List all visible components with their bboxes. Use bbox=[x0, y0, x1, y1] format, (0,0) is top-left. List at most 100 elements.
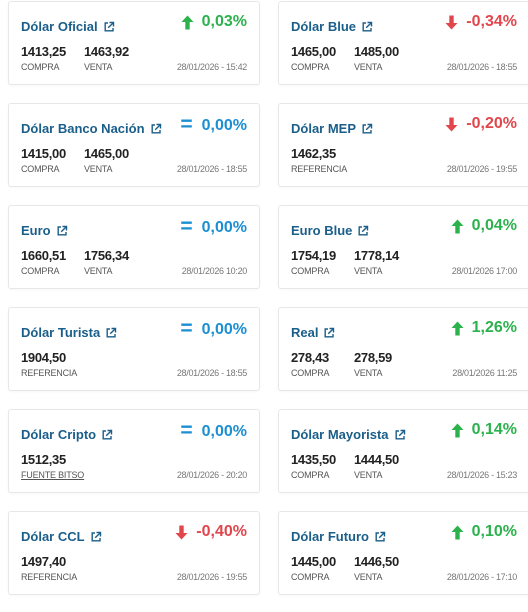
value-primary: 1435,50 bbox=[291, 452, 336, 467]
arrow-up-icon bbox=[451, 321, 464, 336]
change-percent: -0,40% bbox=[175, 523, 247, 541]
quote-title-link[interactable]: Euro bbox=[21, 223, 68, 238]
quote-title-link[interactable]: Dólar MEP bbox=[291, 121, 373, 136]
quote-title: Dólar Turista bbox=[21, 325, 101, 340]
change-value: 0,00% bbox=[201, 320, 247, 338]
quote-title: Euro bbox=[21, 223, 51, 238]
external-link-icon[interactable] bbox=[101, 429, 113, 441]
external-link-icon[interactable] bbox=[357, 225, 369, 237]
timestamp: 28/01/2026 - 15:42 bbox=[176, 62, 247, 72]
value-primary: 1413,25 bbox=[21, 44, 66, 59]
external-link-icon[interactable] bbox=[323, 327, 335, 339]
value-primary: 1904,50 bbox=[21, 350, 66, 365]
quote-card: Dólar Turista = 0,00% 1904,50 REFERENCIA 28/0… bbox=[8, 307, 260, 391]
arrow-down-icon bbox=[445, 117, 458, 132]
external-link-icon[interactable] bbox=[56, 225, 68, 237]
value-primary: 1462,35 bbox=[291, 146, 336, 161]
label-primary: COMPRA bbox=[291, 470, 330, 480]
external-link-icon[interactable] bbox=[361, 21, 373, 33]
external-link-icon[interactable] bbox=[103, 21, 115, 33]
label-secondary: VENTA bbox=[354, 368, 383, 378]
quote-card: Euro = 0,00% 1660,51 COMPRA 1756,34 VENTA 28/01… bbox=[8, 205, 260, 289]
quote-title-link[interactable]: Euro Blue bbox=[291, 223, 369, 238]
arrow-up-icon bbox=[451, 219, 464, 234]
quote-card: Dólar CCL -0,40% 1497,40 REFERENCIA 28/01/20… bbox=[8, 511, 260, 595]
change-percent: = 0,00% bbox=[180, 215, 247, 238]
label-primary: COMPRA bbox=[21, 266, 60, 276]
label-secondary: VENTA bbox=[354, 266, 383, 276]
change-percent: 0,14% bbox=[451, 421, 517, 439]
quote-title-link[interactable]: Dólar Banco Nación bbox=[21, 121, 162, 136]
arrow-up-icon bbox=[451, 525, 464, 540]
change-value: 0,00% bbox=[201, 422, 247, 440]
value-secondary: 1485,00 bbox=[354, 44, 399, 59]
quote-title-link[interactable]: Dólar Cripto bbox=[21, 427, 113, 442]
quote-title-link[interactable]: Dólar Oficial bbox=[21, 19, 115, 34]
change-percent: -0,34% bbox=[445, 13, 517, 31]
quote-title-link[interactable]: Dólar Mayorista bbox=[291, 427, 406, 442]
label-secondary: VENTA bbox=[354, 572, 383, 582]
timestamp: 28/01/2026 - 18:55 bbox=[446, 62, 517, 72]
timestamp: 28/01/2026 - 18:55 bbox=[176, 368, 247, 378]
quote-card: Euro Blue 0,04% 1754,19 COMPRA 1778,14 VENTA 2… bbox=[278, 205, 528, 289]
value-secondary: 1446,50 bbox=[354, 554, 399, 569]
external-link-icon[interactable] bbox=[361, 123, 373, 135]
change-percent: 0,03% bbox=[181, 13, 247, 31]
label-primary: COMPRA bbox=[291, 62, 330, 72]
external-link-icon[interactable] bbox=[90, 531, 102, 543]
timestamp: 28/01/2026 - 18:55 bbox=[176, 164, 247, 174]
quote-title: Dólar Mayorista bbox=[291, 427, 389, 442]
label-secondary: VENTA bbox=[84, 266, 113, 276]
value-secondary: 1444,50 bbox=[354, 452, 399, 467]
arrow-down-icon bbox=[175, 525, 188, 540]
value-primary: 1497,40 bbox=[21, 554, 66, 569]
equal-icon: = bbox=[180, 215, 193, 238]
external-link-icon[interactable] bbox=[394, 429, 406, 441]
quote-title-link[interactable]: Dólar Futuro bbox=[291, 529, 386, 544]
quote-title-link[interactable]: Dólar CCL bbox=[21, 529, 102, 544]
timestamp: 28/01/2026 - 19:55 bbox=[176, 572, 247, 582]
value-primary: 1754,19 bbox=[291, 248, 336, 263]
change-value: 0,00% bbox=[201, 116, 247, 134]
value-primary: 1465,00 bbox=[291, 44, 336, 59]
quote-card: Dólar Oficial 0,03% 1413,25 COMPRA 1463,92 VE… bbox=[8, 1, 260, 85]
change-value: -0,20% bbox=[466, 115, 517, 132]
label-primary: REFERENCIA bbox=[291, 164, 348, 174]
value-secondary: 1465,00 bbox=[84, 146, 129, 161]
value-secondary: 1756,34 bbox=[84, 248, 129, 263]
timestamp: 28/01/2026 - 19:55 bbox=[446, 164, 517, 174]
label-primary: COMPRA bbox=[291, 368, 330, 378]
external-link-icon[interactable] bbox=[150, 123, 162, 135]
quote-title: Dólar Blue bbox=[291, 19, 357, 34]
quote-title: Real bbox=[291, 325, 319, 340]
quote-title-link[interactable]: Dólar Turista bbox=[21, 325, 117, 340]
quote-title-link[interactable]: Dólar Blue bbox=[291, 19, 373, 34]
label-primary: REFERENCIA bbox=[21, 368, 78, 378]
timestamp: 28/01/2026 10:20 bbox=[181, 266, 248, 276]
change-value: 0,03% bbox=[201, 13, 247, 30]
arrow-down-icon bbox=[445, 15, 458, 30]
change-percent: 0,04% bbox=[451, 217, 517, 235]
source-link[interactable]: FUENTE BITSO bbox=[21, 470, 85, 480]
quote-card: Dólar Futuro 0,10% 1445,00 COMPRA 1446,50 VEN… bbox=[278, 511, 528, 595]
value-primary: 278,43 bbox=[291, 350, 329, 365]
equal-icon: = bbox=[180, 113, 193, 136]
change-value: -0,40% bbox=[196, 523, 247, 540]
change-value: 0,10% bbox=[471, 523, 517, 540]
arrow-up-icon bbox=[451, 423, 464, 438]
arrow-up-icon bbox=[181, 15, 194, 30]
timestamp: 28/01/2026 - 15:23 bbox=[446, 470, 517, 480]
quote-title: Dólar CCL bbox=[21, 529, 85, 544]
quote-title-link[interactable]: Real bbox=[291, 325, 335, 340]
external-link-icon[interactable] bbox=[374, 531, 386, 543]
label-primary: COMPRA bbox=[291, 266, 330, 276]
quote-title: Dólar Banco Nación bbox=[21, 121, 145, 136]
timestamp: 28/01/2026 - 20:20 bbox=[176, 470, 247, 480]
external-link-icon[interactable] bbox=[105, 327, 117, 339]
value-primary: 1512,35 bbox=[21, 452, 66, 467]
label-secondary: VENTA bbox=[354, 470, 383, 480]
change-value: 0,14% bbox=[471, 421, 517, 438]
quote-title: Dólar Futuro bbox=[291, 529, 369, 544]
label-secondary: VENTA bbox=[354, 62, 383, 72]
change-percent: -0,20% bbox=[445, 115, 517, 133]
